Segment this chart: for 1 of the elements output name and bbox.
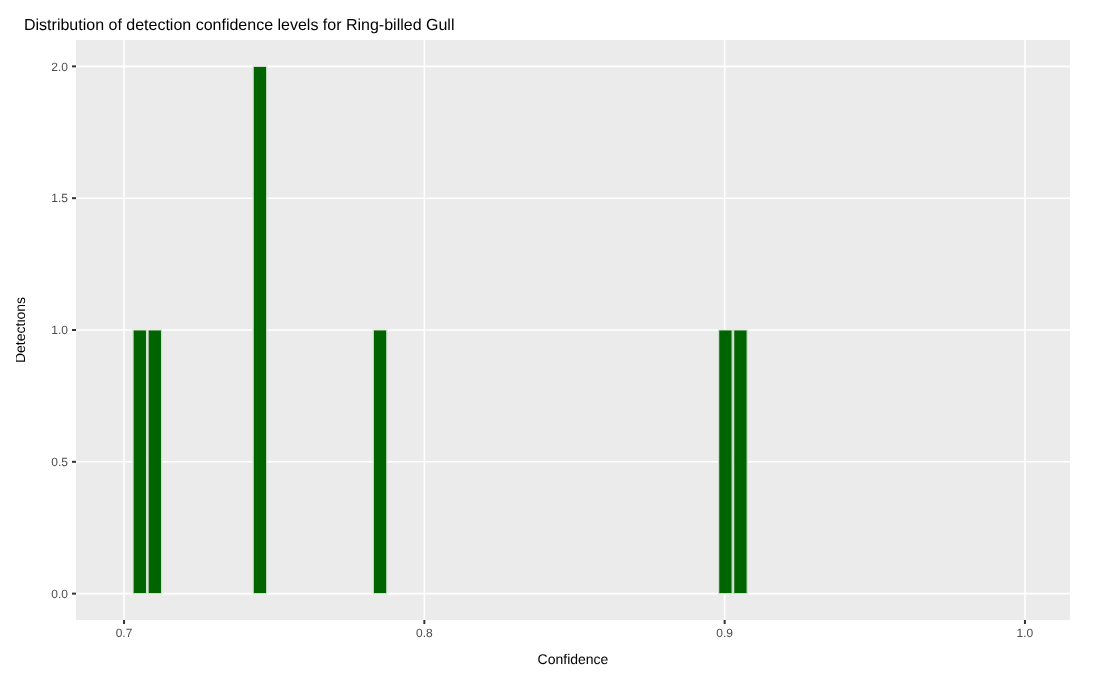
chart-title: Distribution of detection confidence levels for Ring-billed Gull <box>22 16 457 36</box>
